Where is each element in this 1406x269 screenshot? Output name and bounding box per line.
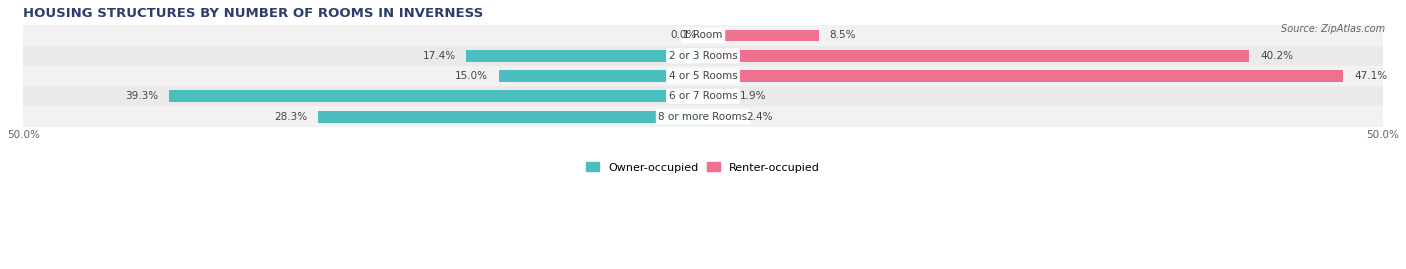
Bar <box>24 45 1382 66</box>
Legend: Owner-occupied, Renter-occupied: Owner-occupied, Renter-occupied <box>581 158 825 177</box>
Bar <box>24 66 1382 86</box>
Text: 28.3%: 28.3% <box>274 112 308 122</box>
Bar <box>703 50 1250 62</box>
Text: HOUSING STRUCTURES BY NUMBER OF ROOMS IN INVERNESS: HOUSING STRUCTURES BY NUMBER OF ROOMS IN… <box>24 7 484 20</box>
Bar <box>24 25 1382 45</box>
Bar <box>703 111 735 122</box>
Text: 2.4%: 2.4% <box>747 112 773 122</box>
Text: 2 or 3 Rooms: 2 or 3 Rooms <box>669 51 737 61</box>
Bar <box>24 107 1382 127</box>
Text: 15.0%: 15.0% <box>456 71 488 81</box>
Bar <box>169 90 703 102</box>
Text: 17.4%: 17.4% <box>422 51 456 61</box>
Text: 47.1%: 47.1% <box>1354 71 1388 81</box>
Bar <box>24 86 1382 107</box>
Bar <box>318 111 703 122</box>
Text: 39.3%: 39.3% <box>125 91 157 101</box>
Bar <box>499 70 703 82</box>
Text: 1.9%: 1.9% <box>740 91 766 101</box>
Text: 8.5%: 8.5% <box>830 30 856 40</box>
Text: Source: ZipAtlas.com: Source: ZipAtlas.com <box>1281 24 1385 34</box>
Text: 0.0%: 0.0% <box>669 30 696 40</box>
Text: 8 or more Rooms: 8 or more Rooms <box>658 112 748 122</box>
Text: 40.2%: 40.2% <box>1260 51 1294 61</box>
Text: 1 Room: 1 Room <box>683 30 723 40</box>
Bar <box>703 70 1343 82</box>
Bar <box>703 30 818 41</box>
Bar <box>703 90 728 102</box>
Bar <box>467 50 703 62</box>
Text: 4 or 5 Rooms: 4 or 5 Rooms <box>669 71 737 81</box>
Text: 6 or 7 Rooms: 6 or 7 Rooms <box>669 91 737 101</box>
